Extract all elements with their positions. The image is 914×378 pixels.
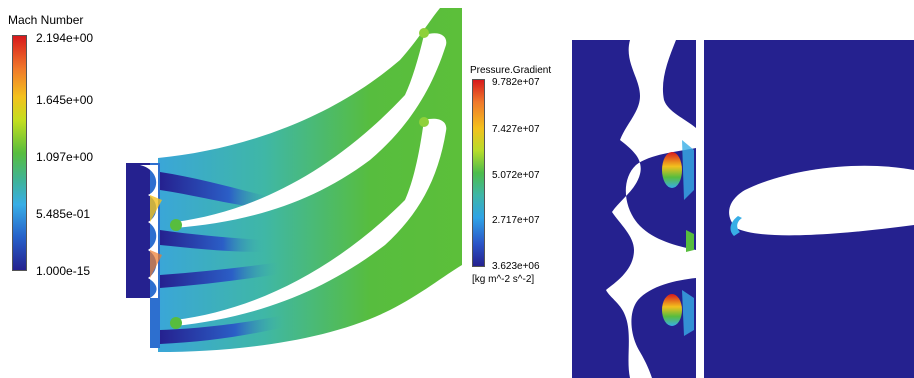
mach-tick-0: 2.194e+00: [36, 31, 94, 45]
pressure-tick-2: 5.072e+07: [492, 170, 540, 181]
pressure-tick-1: 7.427e+07: [492, 124, 540, 135]
mach-tick-3: 5.485e-01: [36, 207, 91, 221]
mach-tick-2: 1.097e+00: [36, 150, 94, 164]
pressure-colorbar: [472, 79, 485, 267]
pressure-airfoil: [729, 165, 914, 236]
mach-vane-1: [175, 33, 447, 228]
mach-vane-2: [175, 118, 447, 327]
pressure-tick-3: 2.717e+07: [492, 215, 540, 226]
pressure-contour-panel: [572, 40, 914, 378]
pressure-legend-title: Pressure.Gradient: [470, 65, 552, 76]
mach-colorbar: [12, 35, 27, 271]
mach-legend-title: Mach Number: [8, 13, 84, 27]
pressure-tick-0: 9.782e+07: [492, 77, 540, 88]
pressure-unit: [kg m^-2 s^-2]: [472, 274, 535, 285]
mach-contour-panel: [126, 8, 462, 352]
mach-tick-4: 1.000e-15: [36, 264, 91, 278]
pressure-tick-4: 3.623e+06: [492, 261, 540, 272]
mach-tick-1: 1.645e+00: [36, 93, 94, 107]
